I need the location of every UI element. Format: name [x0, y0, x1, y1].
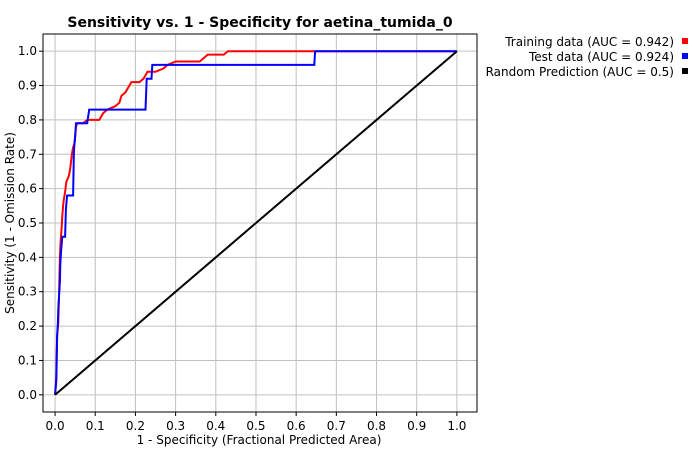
x-tick-label: 0.3: [166, 419, 185, 433]
x-tick-label: 0.9: [407, 419, 426, 433]
x-tick-label: 0.4: [206, 419, 225, 433]
axis-ticks: 0.0 0.1 0.2 0.3 0.4 0.5 0.6 0.7 0.8 0.9 1.0 0.0 0.1 0…: [18, 44, 467, 433]
x-axis-label: 1 - Specificity (Fractional Predicted Ar…: [137, 433, 382, 447]
series-line-random: [54, 50, 458, 396]
x-tick-label: 1.0: [447, 419, 466, 433]
y-tick-label: 0.4: [18, 250, 37, 264]
y-tick-label: 0.1: [18, 353, 37, 367]
legend: Training data (AUC = 0.942)Test data (AU…: [486, 35, 688, 79]
y-tick-label: 0.8: [18, 113, 37, 127]
y-tick-label: 0.7: [18, 147, 37, 161]
x-tick-label: 0.6: [287, 419, 306, 433]
chart-title: Sensitivity vs. 1 - Specificity for aeti…: [67, 15, 452, 31]
x-tick-label: 0.8: [367, 419, 386, 433]
y-axis-label: Sensitivity (1 - Omission Rate): [3, 132, 17, 314]
y-tick-label: 0.2: [18, 319, 37, 333]
y-tick-label: 0.3: [18, 285, 37, 299]
y-tick-label: 0.9: [18, 79, 37, 93]
legend-label: Training data (AUC = 0.942): [504, 35, 674, 49]
series-line-test: [54, 50, 457, 395]
y-tick-label: 0.0: [18, 388, 37, 402]
series-layer: [54, 50, 458, 396]
y-tick-label: 0.5: [18, 216, 37, 230]
x-tick-label: 0.5: [246, 419, 265, 433]
x-tick-label: 0.7: [327, 419, 346, 433]
legend-swatch: [682, 68, 688, 74]
legend-swatch: [682, 38, 688, 44]
legend-label: Random Prediction (AUC = 0.5): [486, 65, 674, 79]
legend-swatch: [682, 53, 688, 59]
x-tick-label: 0.1: [86, 419, 105, 433]
y-tick-label: 0.6: [18, 182, 37, 196]
x-tick-label: 0.0: [46, 419, 65, 433]
legend-label: Test data (AUC = 0.924): [528, 50, 674, 64]
x-tick-label: 0.2: [126, 419, 145, 433]
y-tick-label: 1.0: [18, 44, 37, 58]
